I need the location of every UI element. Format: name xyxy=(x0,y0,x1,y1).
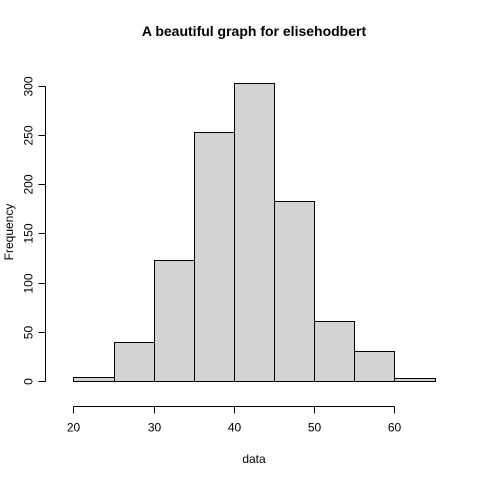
histogram-bar xyxy=(154,260,195,382)
x-tick-label: 40 xyxy=(228,421,242,435)
histogram-bar xyxy=(274,201,315,382)
histogram-bar xyxy=(394,378,436,382)
y-tick-label: 300 xyxy=(22,76,36,96)
histogram-bar xyxy=(314,321,355,382)
bars-group xyxy=(73,83,436,382)
y-tick-label: 200 xyxy=(22,174,36,194)
y-axis: 0 50 100 150 200 250 300 xyxy=(22,76,46,385)
chart-title: A beautiful graph for elisehodbert xyxy=(142,23,367,39)
y-tick-label: 50 xyxy=(22,326,36,340)
x-axis-label: data xyxy=(242,452,266,466)
x-tick-label: 60 xyxy=(388,421,402,435)
histogram-bar xyxy=(354,351,395,382)
y-axis-label: Frequency xyxy=(2,204,16,261)
histogram-bar xyxy=(114,342,155,382)
x-tick-label: 30 xyxy=(148,421,162,435)
histogram-bar xyxy=(73,377,115,382)
x-axis: 20 30 40 50 60 xyxy=(67,406,402,435)
histogram-bar xyxy=(194,132,235,382)
y-tick-label: 100 xyxy=(22,273,36,293)
x-tick-label: 50 xyxy=(308,421,322,435)
x-tick-label: 20 xyxy=(67,421,81,435)
y-tick-label: 0 xyxy=(22,378,36,385)
histogram-bar xyxy=(234,83,275,382)
y-tick-label: 250 xyxy=(22,125,36,145)
y-tick-label: 150 xyxy=(22,223,36,243)
